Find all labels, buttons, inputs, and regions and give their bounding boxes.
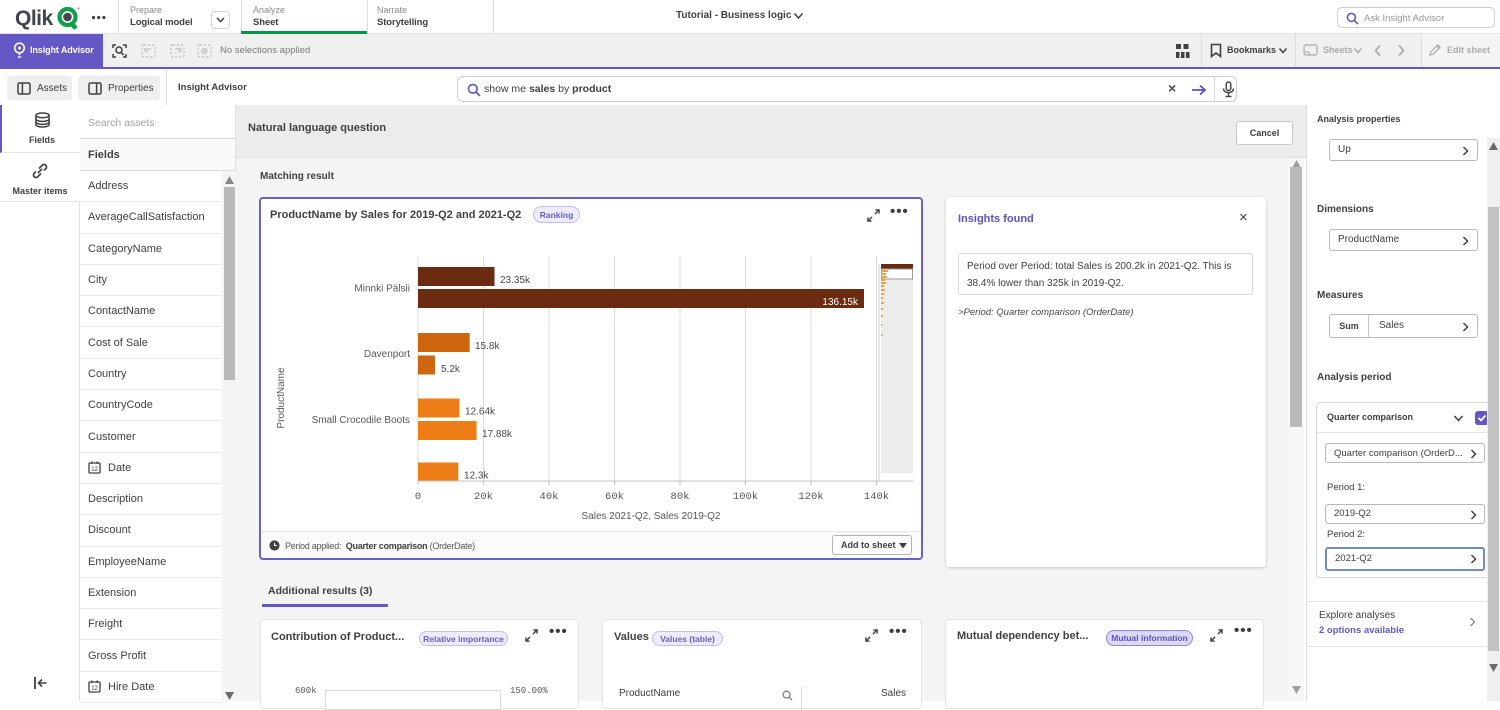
svg-text:100k: 100k <box>733 491 758 503</box>
svg-text:ProductName: ProductName <box>276 367 287 429</box>
svg-text:12: 12 <box>91 467 98 473</box>
svg-text:120k: 120k <box>798 491 823 503</box>
svg-text:140k: 140k <box>864 491 889 503</box>
svg-text:Small Crocodile Boots: Small Crocodile Boots <box>312 415 410 426</box>
svg-text:12: 12 <box>91 686 98 692</box>
svg-text:Minnki Pälsii: Minnki Pälsii <box>354 284 410 295</box>
svg-text:12.3k: 12.3k <box>464 471 489 482</box>
svg-text:15.8k: 15.8k <box>475 341 500 352</box>
svg-text:12.64k: 12.64k <box>465 407 496 418</box>
svg-text:5.2k: 5.2k <box>441 364 461 375</box>
svg-text:0: 0 <box>415 491 421 503</box>
svg-text:20k: 20k <box>474 491 493 503</box>
svg-text:40k: 40k <box>540 491 559 503</box>
svg-text:17.88k: 17.88k <box>482 429 513 440</box>
svg-text:Davenport: Davenport <box>364 349 410 360</box>
svg-text:80k: 80k <box>671 491 690 503</box>
svg-text:Qlik: Qlik <box>15 7 54 30</box>
svg-text:23.35k: 23.35k <box>500 275 531 286</box>
svg-text:136.15k: 136.15k <box>822 297 859 308</box>
svg-text:Sales 2021-Q2, Sales 2019-Q2: Sales 2021-Q2, Sales 2019-Q2 <box>582 511 721 522</box>
svg-text:60k: 60k <box>605 491 624 503</box>
